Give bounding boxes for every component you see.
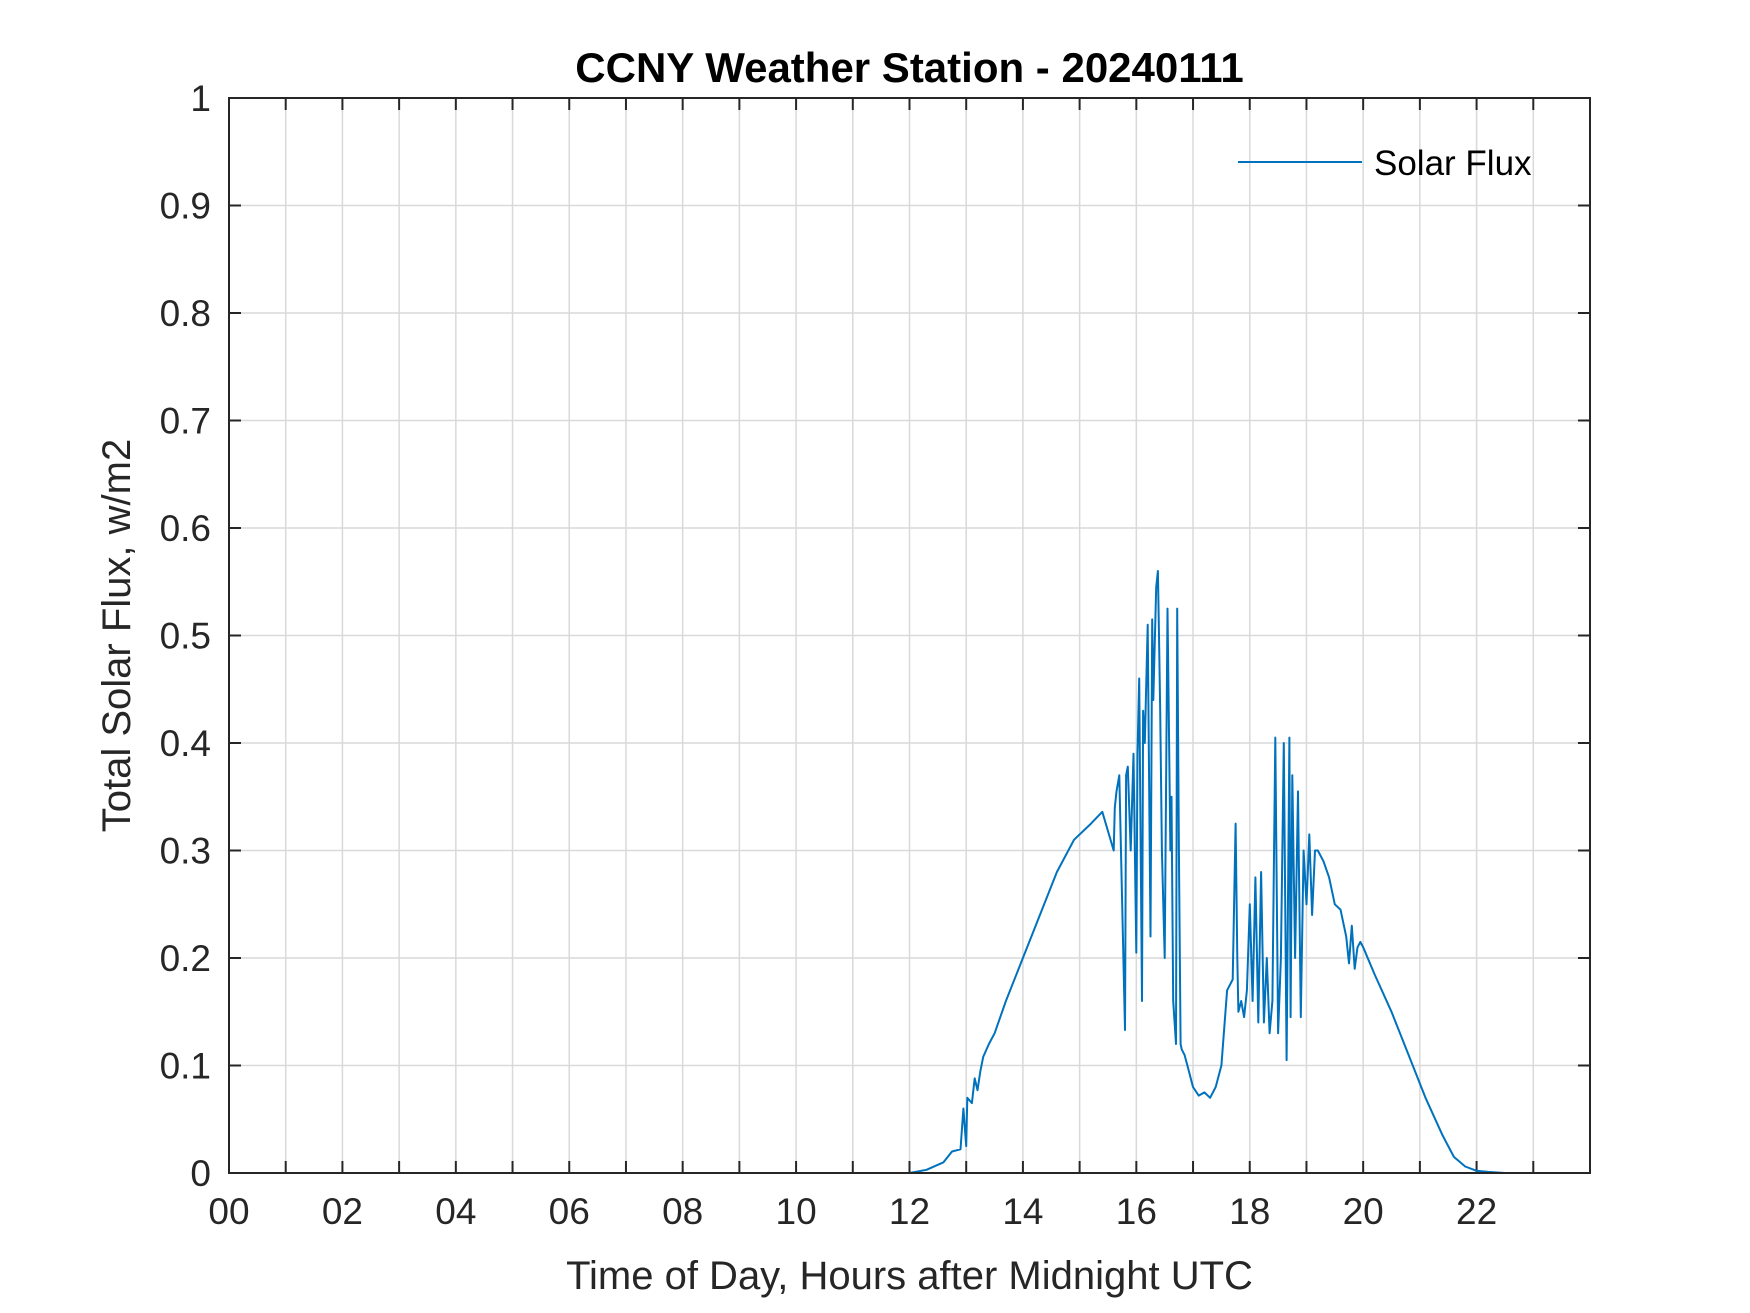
- x-tick-label: 02: [322, 1191, 363, 1232]
- x-tick-label: 10: [776, 1191, 817, 1232]
- x-tick-label: 00: [208, 1191, 249, 1232]
- y-tick-label: 0.2: [160, 938, 211, 979]
- y-tick-label: 0.6: [160, 508, 211, 549]
- y-tick-label: 0.7: [160, 401, 211, 442]
- y-tick-label: 0.3: [160, 831, 211, 872]
- plot-frame: [228, 97, 1591, 1174]
- x-tick-label: 20: [1343, 1191, 1384, 1232]
- x-axis-label: Time of Day, Hours after Midnight UTC: [566, 1254, 1253, 1298]
- x-tick-label: 12: [889, 1191, 930, 1232]
- y-tick-label: 0.5: [160, 616, 211, 657]
- x-tick-label: 14: [1002, 1191, 1043, 1232]
- x-tick-label: 04: [435, 1191, 476, 1232]
- grid: [229, 98, 1590, 1173]
- x-tick-label: 16: [1116, 1191, 1157, 1232]
- y-tick-label: 0.8: [160, 293, 211, 334]
- y-tick-label: 0.4: [160, 723, 211, 764]
- y-tick-label: 0.1: [160, 1046, 211, 1087]
- x-tick-label: 06: [549, 1191, 590, 1232]
- y-tick-labels: 0 0.1 0.2 0.3 0.4 0.5 0.6 0.7 0.8 0.9 1: [160, 78, 211, 1194]
- series-line-solar-flux: [229, 570, 1590, 1174]
- y-tick-label: 1: [190, 78, 211, 119]
- x-tick-labels: 00 02 04 06 08 10 12 14 16 18 20 22: [208, 1191, 1497, 1232]
- chart-title: CCNY Weather Station - 20240111: [575, 44, 1243, 91]
- x-tick-label: 18: [1229, 1191, 1270, 1232]
- x-tick-label: 08: [662, 1191, 703, 1232]
- legend-label-solar-flux: Solar Flux: [1374, 144, 1532, 183]
- x-tick-label: 22: [1456, 1191, 1497, 1232]
- y-tick-label: 0.9: [160, 186, 211, 227]
- y-axis-label: Total Solar Flux, w/m2: [95, 439, 139, 832]
- y-tick-label: 0: [190, 1153, 211, 1194]
- legend: Solar Flux: [1238, 144, 1532, 183]
- series-layer: [229, 570, 1590, 1174]
